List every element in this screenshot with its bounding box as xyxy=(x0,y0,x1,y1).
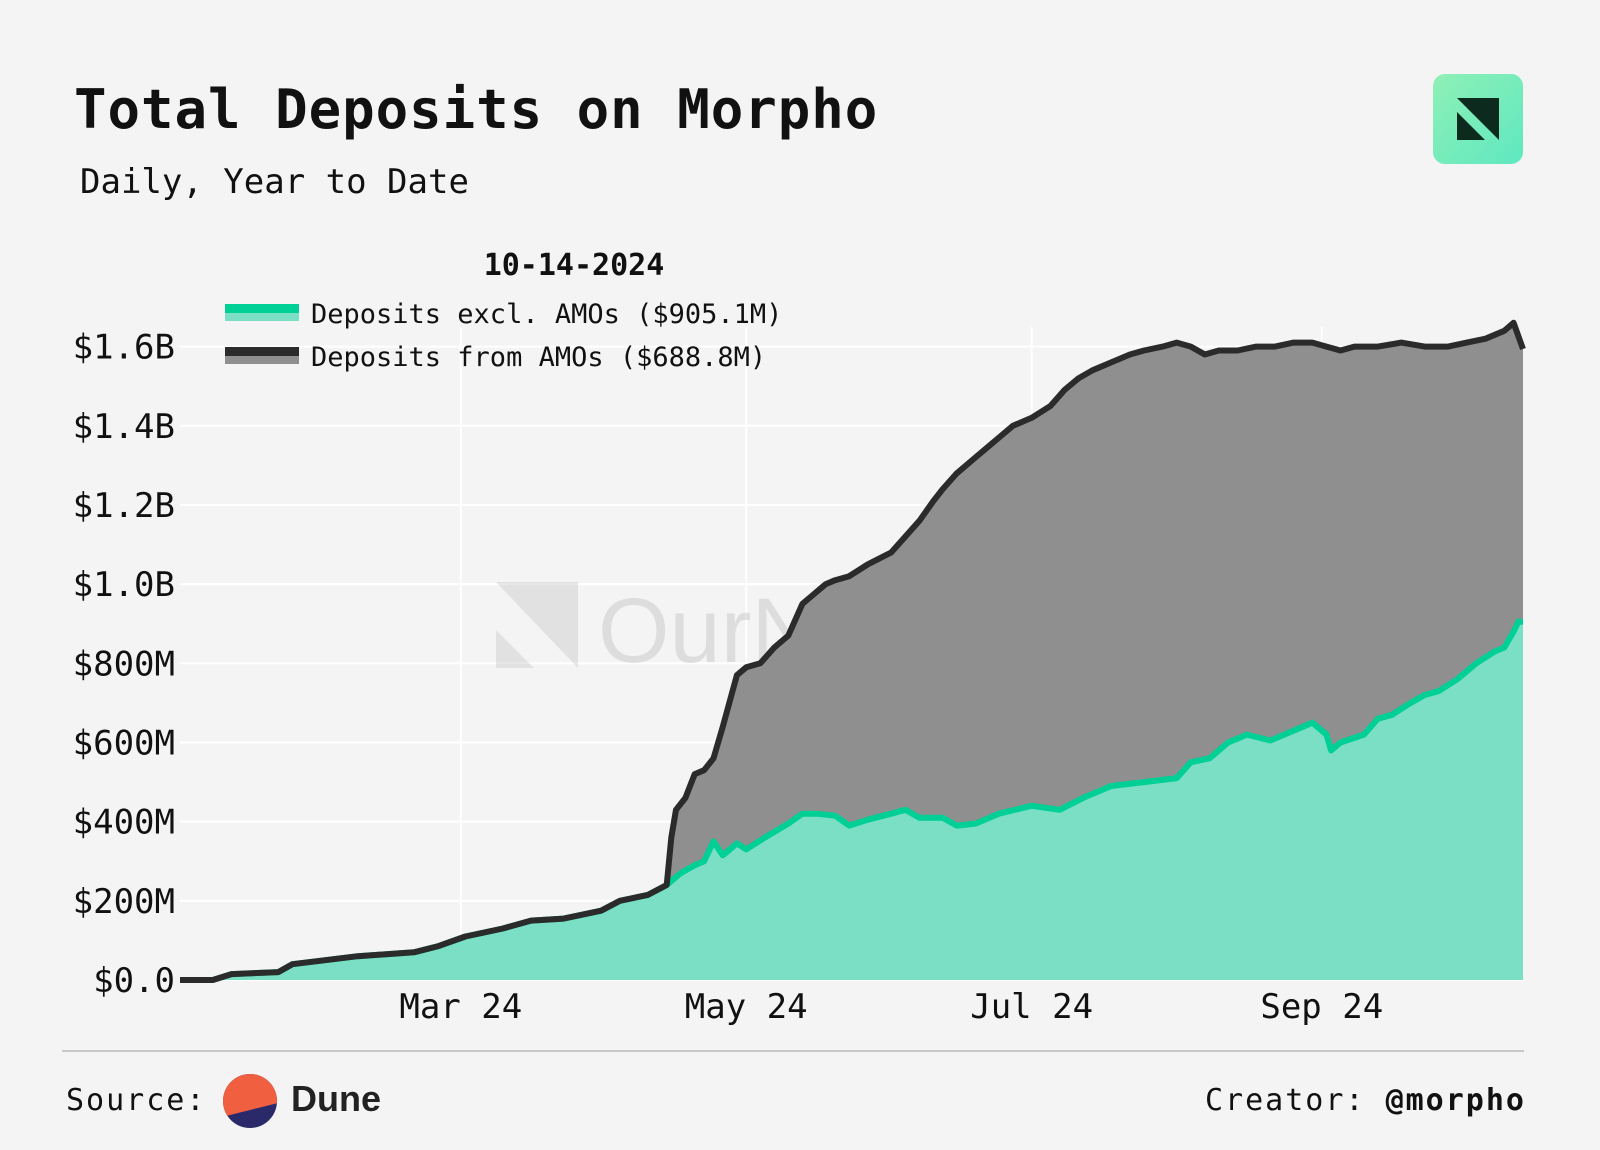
chart-subtitle: Daily, Year to Date xyxy=(80,162,469,202)
y-tick-label: $200M xyxy=(73,882,175,922)
x-tick-label: May 24 xyxy=(685,987,808,1027)
legend-label: Deposits excl. AMOs ($905.1M) xyxy=(311,299,782,330)
footer-divider xyxy=(62,1050,1524,1052)
legend-swatch xyxy=(225,347,299,356)
legend: 10-14-2024 Deposits excl. AMOs ($905.1M)… xyxy=(225,248,782,373)
y-tick-label: $800M xyxy=(73,644,175,684)
x-tick-label: Mar 24 xyxy=(399,987,522,1027)
axes: $0.0 $200M $400M $600M $800M $1.0B $1.2B $1.4B $… xyxy=(73,328,1384,1027)
y-tick-label: $1.0B xyxy=(73,565,175,605)
y-tick-label: $0.0 xyxy=(93,961,175,1001)
ournetwork-logo-icon xyxy=(1433,74,1523,164)
legend-swatch xyxy=(225,304,299,313)
source-name[interactable]: Dune xyxy=(291,1078,381,1119)
date-label: 10-14-2024 xyxy=(484,248,665,283)
creator-label: Creator: xyxy=(1205,1083,1366,1118)
legend-label: Deposits from AMOs ($688.8M) xyxy=(311,342,766,373)
y-tick-label: $1.6B xyxy=(73,328,175,368)
dune-logo-icon xyxy=(223,1074,277,1128)
amo-deposits-line xyxy=(180,319,1526,983)
watermark-logo-bottom xyxy=(496,630,534,668)
creator-handle[interactable]: @morpho xyxy=(1385,1083,1526,1118)
creator-credit: Creator: @morpho xyxy=(1205,1083,1526,1118)
excl-amo-deposits-area xyxy=(180,621,1523,980)
lines xyxy=(180,319,1526,983)
y-tick-label: $400M xyxy=(73,803,175,843)
x-tick-label: Jul 24 xyxy=(970,987,1093,1027)
y-tick-label: $1.4B xyxy=(73,407,175,447)
chart-title: Total Deposits on Morpho xyxy=(74,78,879,141)
source-label: Source: xyxy=(66,1083,207,1118)
y-tick-label: $600M xyxy=(73,723,175,763)
areas xyxy=(180,322,1523,980)
legend-swatch xyxy=(225,313,299,321)
y-tick-label: $1.2B xyxy=(73,486,175,526)
amo-deposits-area xyxy=(180,322,1523,980)
legend-swatch xyxy=(225,356,299,364)
watermark-logo-top xyxy=(496,582,578,668)
x-tick-label: Sep 24 xyxy=(1260,987,1383,1027)
